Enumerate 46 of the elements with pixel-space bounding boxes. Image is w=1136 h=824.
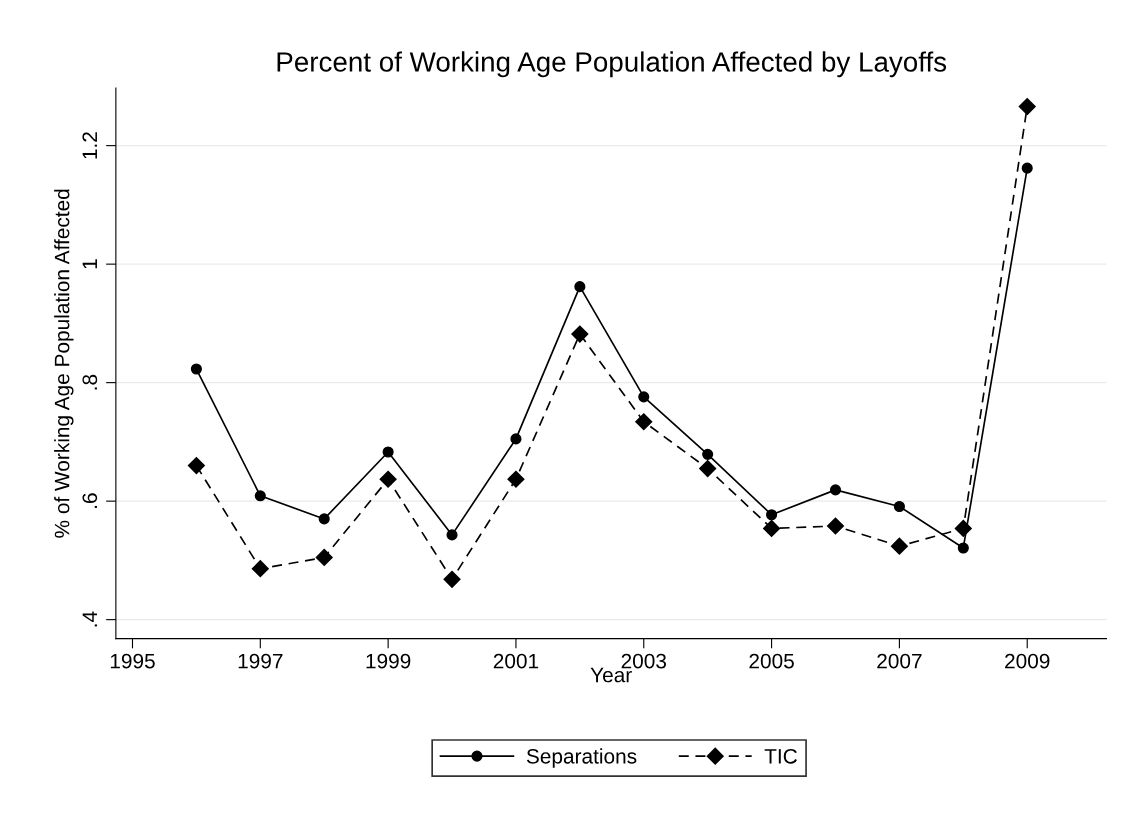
x-tick-label: 1997 [238, 653, 283, 669]
x-tick-label: 2001 [493, 653, 539, 669]
point [571, 325, 589, 343]
x-tick-label: 1999 [366, 653, 411, 669]
x-tick-label: 2003 [621, 653, 667, 669]
x-tick-label: 2005 [749, 653, 794, 669]
point [187, 457, 205, 475]
point [702, 448, 714, 460]
point [890, 537, 908, 555]
point [318, 513, 330, 525]
point [254, 490, 266, 502]
x-tick-label: 2007 [877, 653, 922, 669]
point [315, 548, 333, 566]
legend-label: Separations [526, 748, 637, 768]
point [957, 542, 969, 554]
point [635, 413, 653, 431]
x-tick-label: 2009 [1005, 653, 1050, 669]
point [510, 433, 522, 445]
y-tick-label: 1.2 [82, 132, 97, 159]
point [1018, 97, 1036, 116]
point [1021, 162, 1033, 174]
point [766, 509, 778, 521]
point [382, 446, 394, 458]
y-tick-label: .4 [82, 611, 97, 627]
point [443, 570, 461, 588]
point [826, 517, 845, 535]
point [190, 363, 202, 375]
x-axis-title: Year [590, 667, 632, 683]
x-tick-label: 1995 [110, 653, 155, 669]
y-axis-title: % of Working Age Population Affected [54, 189, 74, 538]
point [954, 519, 972, 537]
point [251, 560, 269, 578]
point [699, 460, 717, 478]
point [379, 470, 397, 488]
point [638, 391, 650, 403]
point [507, 470, 525, 488]
point [574, 281, 586, 293]
chart-title: Percent of Working Age Population Affected by Layoffs [277, 51, 947, 78]
point [893, 500, 905, 513]
y-tick-label: .6 [82, 493, 98, 508]
point [763, 519, 781, 537]
legend-label: TIC [764, 748, 797, 764]
point [446, 529, 458, 541]
y-tick-label: 1 [82, 259, 97, 269]
point [829, 484, 842, 496]
y-tick-label: .8 [82, 374, 98, 390]
